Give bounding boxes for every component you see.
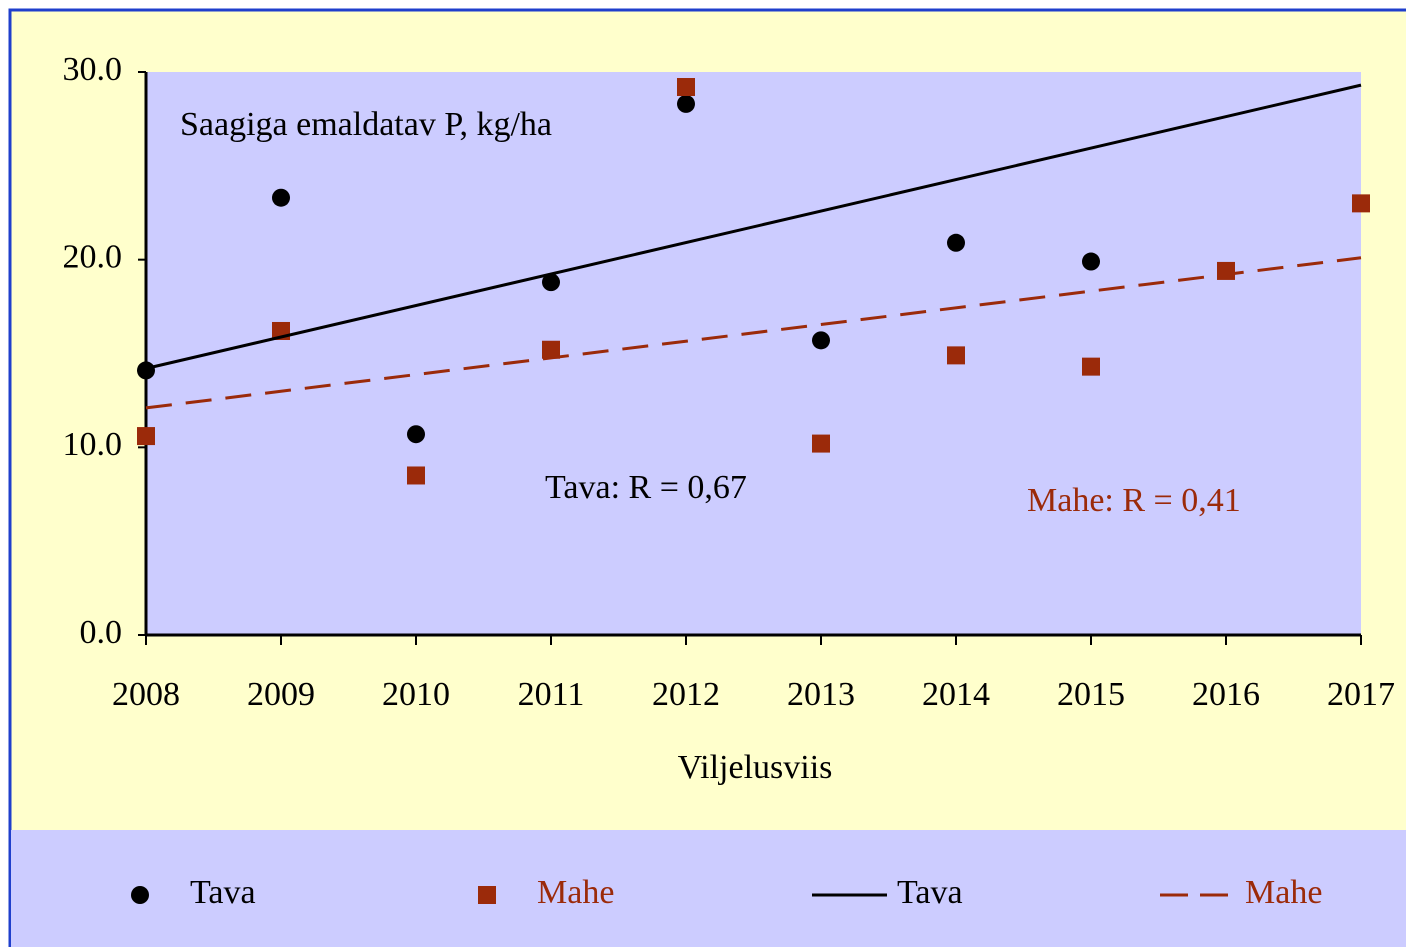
trend-line (145, 83, 1362, 370)
point (407, 425, 425, 444)
point (137, 427, 155, 446)
legend-label: Tava (190, 874, 256, 911)
point (1217, 261, 1235, 280)
x-tick-label: 2010 (382, 676, 450, 713)
x-tick-label: 2013 (787, 676, 855, 713)
x-axis-label: Viljelusviis (678, 749, 833, 786)
annotation: Tava: R = 0,67 (545, 469, 747, 506)
point (407, 466, 425, 485)
legend-label: Tava (897, 874, 963, 911)
y-tick-label: 30.0 (63, 51, 123, 88)
point (272, 188, 290, 207)
x-tick-label: 2012 (652, 676, 720, 713)
legend-marker (478, 886, 496, 904)
point (947, 346, 965, 365)
point (542, 340, 560, 359)
x-tick-label: 2011 (518, 676, 585, 713)
x-tick-label: 2015 (1057, 676, 1125, 713)
x-tick-label: 2008 (112, 676, 180, 713)
point (542, 273, 560, 292)
legend-label: Mahe (537, 874, 614, 911)
trend-line (145, 256, 1362, 410)
y-tick-label: 20.0 (63, 238, 123, 275)
x-tick-label: 2017 (1327, 676, 1395, 713)
annotation: Saagiga emaldatav P, kg/ha (180, 106, 552, 143)
point (677, 94, 695, 113)
x-tick-label: 2014 (922, 676, 990, 713)
y-tick-label: 0.0 (80, 614, 123, 651)
annotation: Mahe: R = 0,41 (1027, 482, 1241, 519)
point (137, 361, 155, 380)
point (1352, 194, 1370, 213)
y-tick-label: 10.0 (63, 426, 123, 463)
x-tick-label: 2016 (1192, 676, 1260, 713)
point (812, 331, 830, 350)
point (677, 78, 695, 97)
x-tick-label: 2009 (247, 676, 315, 713)
legend-band (11, 830, 1406, 947)
point (947, 233, 965, 252)
plot-area (146, 72, 1361, 635)
legend-marker (131, 886, 149, 904)
point (1082, 357, 1100, 376)
point (812, 434, 830, 453)
legend-label: Mahe (1245, 874, 1322, 911)
point (1082, 252, 1100, 271)
